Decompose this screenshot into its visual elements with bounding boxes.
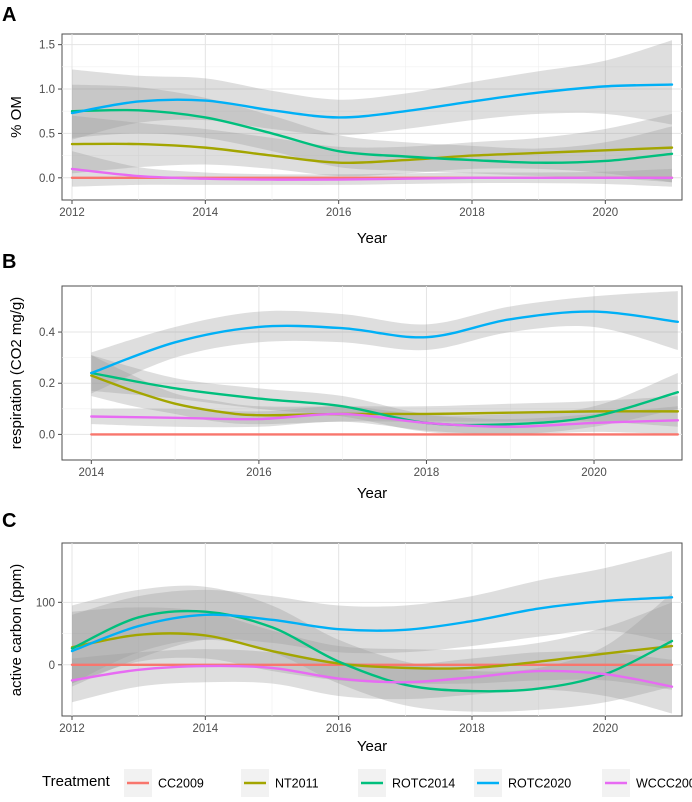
series-line-wccc2009: [70, 664, 674, 688]
legend-label-rotc2020: ROTC2020: [508, 777, 571, 791]
panel-b-plot-area: [61, 285, 683, 461]
panel-a-plot-area: [61, 33, 683, 201]
x-tick-label: 2020: [593, 207, 619, 219]
legend-label-nt2011: NT2011: [275, 777, 319, 791]
x-tick-label: 2020: [593, 723, 619, 735]
series-line-rotc2014: [70, 609, 674, 693]
series-line-nt2011: [70, 632, 674, 670]
panel-a-label: A: [2, 4, 16, 26]
x-tick-label: 2020: [581, 467, 607, 479]
ci-band-nt2011: [91, 355, 678, 427]
ci-band-rotc2020: [72, 551, 672, 687]
panel-c-ylabel: active carbon (ppm): [8, 564, 25, 697]
panel-b-xlabel: Year: [357, 485, 387, 502]
ci-band-rotc2014: [91, 355, 678, 435]
legend-label-wccc2009: WCCC2009: [636, 777, 692, 791]
y-tick-label: 0.5: [39, 128, 55, 140]
panel-a: A 2012 2014 2016 2018 2020 0.0 0.5 1.0 1.5 Year…: [2, 4, 683, 247]
series-line-nt2011: [70, 142, 674, 165]
x-tick-label: 2014: [79, 467, 105, 479]
series-line-wccc2009: [90, 412, 680, 428]
y-tick-label: 0: [49, 660, 55, 672]
ci-band-rotc2020: [72, 40, 672, 140]
panel-c: C 2012 2014 2016 2018 2020 0 100 Year active …: [2, 510, 683, 755]
panel-a-ylabel: % OM: [8, 96, 25, 138]
y-tick-label: 1.5: [39, 40, 55, 52]
panel-b-label: B: [2, 251, 16, 273]
y-tick-label: 0.0: [39, 173, 55, 185]
x-tick-label: 2018: [459, 723, 485, 735]
x-tick-label: 2018: [414, 467, 440, 479]
x-tick-label: 2012: [59, 723, 85, 735]
legend-label-cc2009: CC2009: [158, 777, 204, 791]
legend-title: Treatment: [42, 773, 111, 790]
series-line-wccc2009: [70, 167, 674, 181]
panel-c-label: C: [2, 510, 16, 532]
y-tick-label: 0.0: [39, 429, 55, 441]
x-tick-label: 2018: [459, 207, 485, 219]
series-line-rotc2014: [70, 108, 674, 164]
ci-band-nt2011: [72, 113, 672, 183]
y-tick-label: 100: [36, 597, 55, 609]
series-line-rotc2014: [90, 371, 680, 427]
y-tick-label: 1.0: [39, 84, 55, 96]
x-tick-label: 2016: [326, 723, 352, 735]
x-tick-label: 2014: [193, 207, 219, 219]
x-tick-label: 2012: [59, 207, 85, 219]
x-tick-label: 2016: [326, 207, 352, 219]
panel-c-xlabel: Year: [357, 738, 387, 755]
y-tick-label: 0.4: [39, 327, 56, 339]
ci-band-rotc2014: [72, 84, 672, 183]
legend: Treatment CC2009 NT2011 ROTC2014 ROTC2020 WC…: [42, 769, 692, 797]
panel-b: B 2014 2016 2018 2020 0.0 0.2 0.4 Year respir…: [2, 251, 683, 502]
legend-label-rotc2014: ROTC2014: [392, 777, 455, 791]
panel-b-ylabel: respiration (CO2 mg/g): [8, 297, 25, 450]
y-tick-label: 0.2: [39, 378, 55, 390]
series-line-rotc2020: [70, 596, 674, 653]
x-tick-label: 2014: [193, 723, 219, 735]
panel-a-xlabel: Year: [357, 230, 387, 247]
ci-band-nt2011: [72, 602, 672, 690]
series-line-rotc2020: [90, 310, 680, 375]
x-tick-label: 2016: [246, 467, 272, 479]
ci-band-rotc2014: [72, 585, 672, 712]
series-line-rotc2020: [70, 83, 674, 119]
